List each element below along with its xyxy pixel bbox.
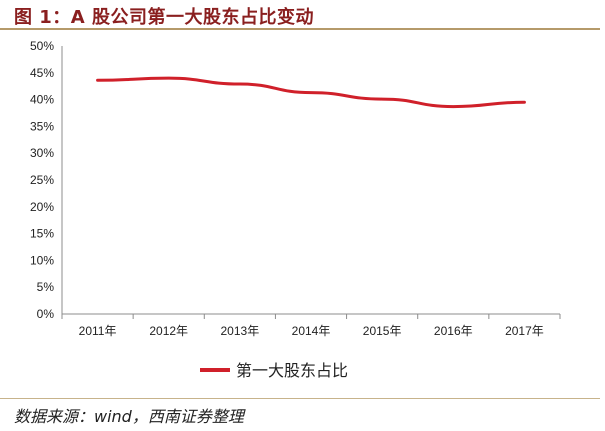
title-rule: [0, 28, 600, 30]
y-tick-label: 10%: [30, 253, 54, 267]
bottom-rule: [0, 398, 600, 399]
x-tick-label: 2017年: [505, 324, 544, 338]
x-axis-ticks: [61, 314, 561, 319]
x-tick-label: 2015年: [363, 324, 402, 338]
x-tick-label: 2011年: [79, 324, 117, 338]
x-axis-labels: 2011年 2012年 2013年 2014年 2015年 2016年 2017年: [79, 324, 544, 338]
x-tick-label: 2016年: [434, 324, 473, 338]
y-tick-label: 45%: [30, 66, 54, 80]
y-tick-label: 25%: [30, 173, 54, 187]
y-axis-labels: 0% 5% 10% 15% 20% 25% 30% 35% 40% 45% 50%: [30, 39, 54, 321]
x-tick-label: 2013年: [221, 324, 260, 338]
series-line: [96, 76, 526, 109]
y-tick-label: 0%: [37, 307, 55, 321]
x-tick-label: 2014年: [292, 324, 331, 338]
legend: 第一大股东占比: [200, 361, 348, 380]
line-chart: 0%5%10%15%20%25%30%35%40%45%50% 2011年 201…: [30, 39, 561, 380]
x-tick-label: 2012年: [149, 324, 188, 338]
y-tick-label: 5%: [37, 280, 55, 294]
source-note: 数据来源：wind，西南证券整理: [14, 407, 244, 426]
y-tick-label: 15%: [30, 227, 54, 241]
legend-label: 第一大股东占比: [236, 361, 348, 380]
y-tick-label: 40%: [30, 93, 54, 107]
y-tick-label: 30%: [30, 146, 54, 160]
figure-title: 图 1：A 股公司第一大股东占比变动: [14, 7, 314, 28]
y-tick-label: 35%: [30, 119, 54, 133]
y-tick-label: 20%: [30, 200, 54, 214]
y-tick-label: 50%: [30, 39, 54, 53]
